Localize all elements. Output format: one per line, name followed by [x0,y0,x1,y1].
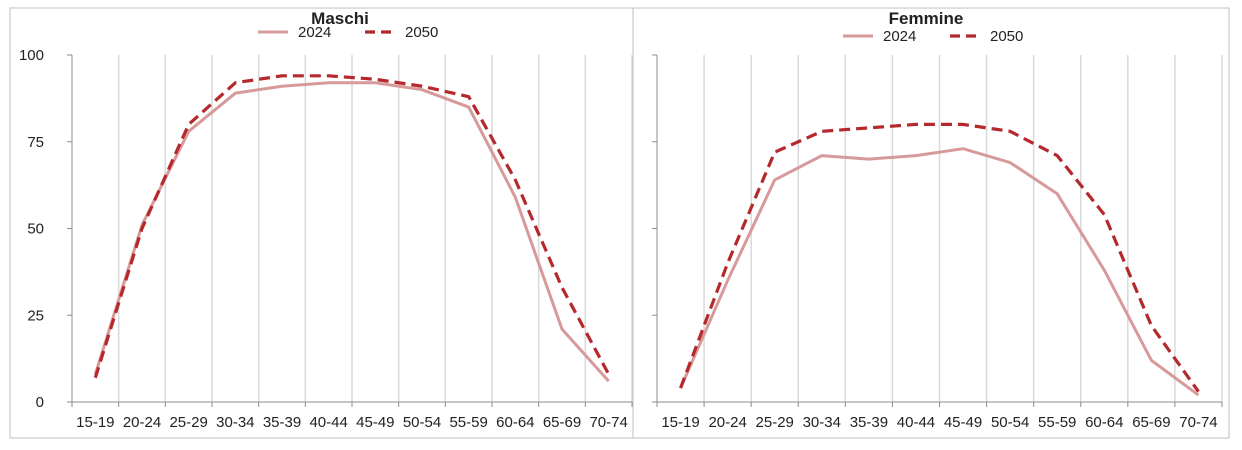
x-tick-label: 45-49 [944,414,982,431]
y-tick-label: 50 [27,221,44,238]
x-tick-label: 25-29 [756,414,794,431]
x-tick-label: 40-44 [309,414,347,431]
series-line-2024 [93,81,610,383]
x-tick-label: 25-29 [169,414,207,431]
legend-label: 2024 [883,28,916,45]
chart-panel-1: 0 25 50 75 100 15-19 20-24 25-29 30-34 35-39 40-44… [9,7,634,439]
x-tick-label: 30-34 [216,414,254,431]
x-tick-label: 45-49 [356,414,394,431]
x-tick-label: 30-34 [803,414,841,431]
x-tick-label: 40-44 [897,414,935,431]
legend-label: 2050 [990,28,1023,45]
x-tick-label: 55-59 [1038,414,1076,431]
panel-frame [9,7,634,439]
x-tick-label: 35-39 [850,414,888,431]
x-tick-label: 60-64 [496,414,534,431]
x-tick-label: 70-74 [589,414,627,431]
panel-frame [632,7,1230,439]
x-tick-label: 15-19 [661,414,699,431]
x-tick-label: 70-74 [1179,414,1217,431]
x-tick-label: 60-64 [1085,414,1123,431]
chart-title: Femmine [889,9,964,28]
legend-label: 2024 [298,24,331,41]
x-tick-label: 15-19 [76,414,114,431]
y-tick-label: 100 [19,47,44,64]
x-tick-label: 20-24 [708,414,746,431]
series-line-2024 [679,147,1200,397]
y-tick-label: 0 [36,394,44,411]
x-tick-label: 20-24 [123,414,161,431]
chart-title: Maschi [311,9,369,28]
x-tick-label: 35-39 [263,414,301,431]
y-tick-label: 75 [27,134,44,151]
legend-label: 2050 [405,24,438,41]
x-tick-label: 50-54 [403,414,441,431]
x-tick-label: 55-59 [449,414,487,431]
x-tick-label: 65-69 [1132,414,1170,431]
y-tick-label: 25 [27,307,44,324]
chart-panel-2: 15-19 20-24 25-29 30-34 35-39 40-44 45-49 50-54… [632,7,1230,439]
series-line-2050 [93,74,611,379]
x-tick-label: 65-69 [543,414,581,431]
x-tick-label: 50-54 [991,414,1029,431]
